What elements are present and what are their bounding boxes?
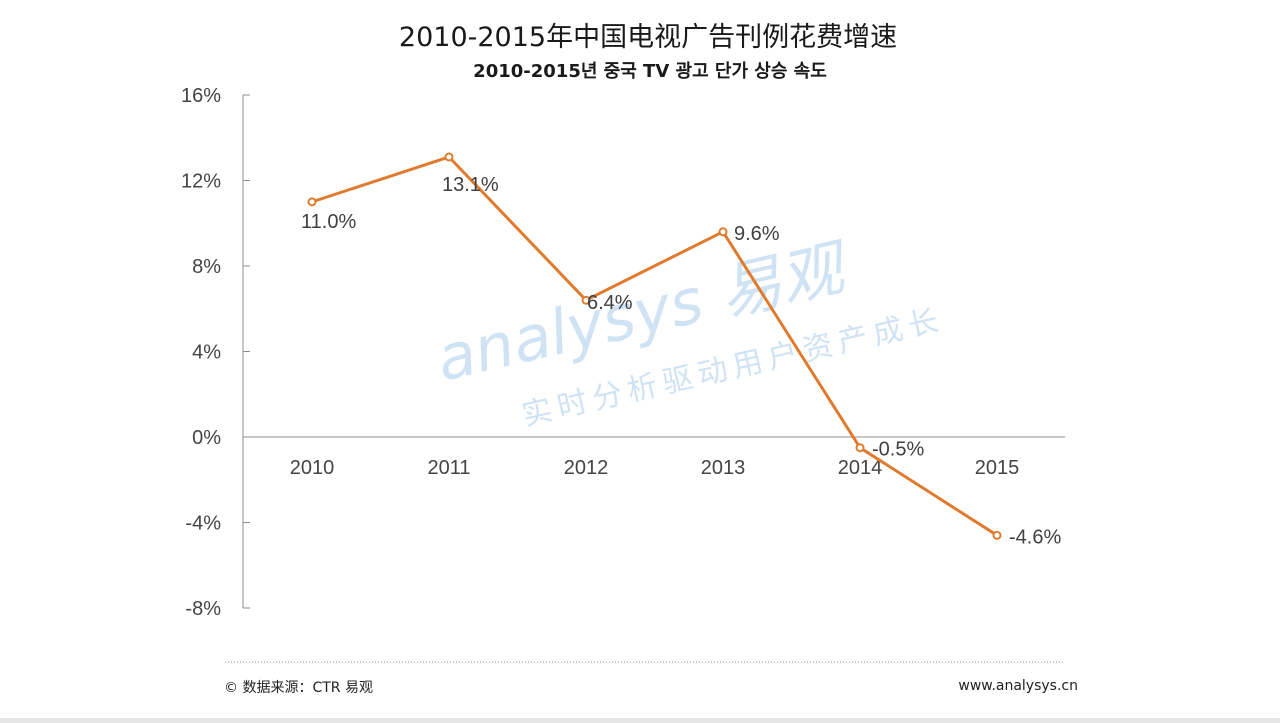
x-axis-ticks: 2010 2011 2012 2013 2014 2015 [290,457,1020,479]
watermark: analysys 易观 实时分析驱动用户资产成长 [430,230,948,434]
bottom-strip [0,718,1280,723]
data-point [581,295,591,305]
data-point [444,152,454,162]
y-tick-label: 16% [181,85,221,107]
y-axis-ticks: 16% 12% 8% 4% 0% -4% -8% [181,85,250,620]
data-point [718,227,728,237]
data-label: 6.4% [587,292,633,314]
data-point [992,530,1002,540]
series-line-group [307,152,1002,540]
x-tick-label: 2010 [290,457,335,479]
y-tick-label: 0% [192,427,221,449]
data-label: -4.6% [1009,526,1061,548]
y-tick-label: 12% [181,171,221,193]
data-label: 11.0% [301,211,356,233]
x-tick-label: 2012 [564,457,609,479]
x-tick-label: 2015 [975,457,1020,479]
y-tick-label: -8% [185,598,221,620]
data-point [307,197,317,207]
series-line [311,155,998,537]
source-note: © 数据来源：CTR 易观 [224,680,373,696]
y-tick-label: -4% [185,513,221,535]
website-link[interactable]: www.analysys.cn [958,678,1078,694]
data-point [855,443,865,453]
chart-subtitle: 2010-2015년 중국 TV 광고 단가 상승 속도 [473,61,827,82]
chart-title: 2010-2015年中国电视广告刊例花费增速 [399,22,897,53]
x-tick-label: 2013 [701,457,746,479]
data-label: -0.5% [872,439,924,461]
x-tick-label: 2014 [838,457,883,479]
y-tick-label: 8% [192,256,221,278]
data-label: 9.6% [734,223,780,245]
data-label: 13.1% [442,174,499,196]
y-tick-label: 4% [192,342,221,364]
x-tick-label: 2011 [427,457,470,479]
data-labels: 11.0% 13.1% 6.4% 9.6% -0.5% -4.6% [301,174,1061,548]
